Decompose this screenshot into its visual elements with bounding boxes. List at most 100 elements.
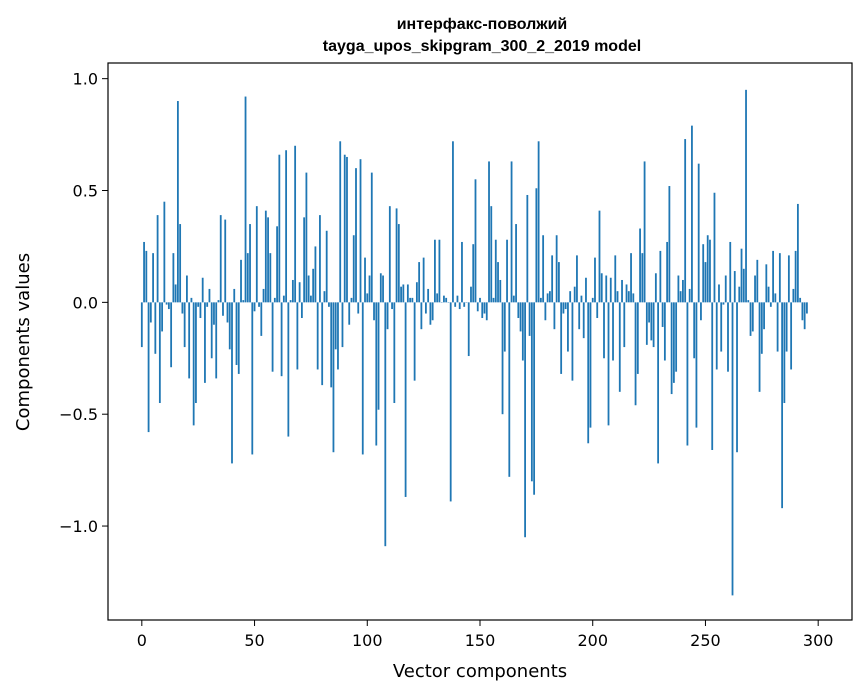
bar [188, 302, 191, 379]
bar [424, 302, 427, 314]
bar [720, 302, 723, 352]
bar [672, 302, 675, 383]
x-tick-label: 150 [465, 631, 496, 650]
bar [253, 302, 256, 312]
bar [386, 302, 389, 330]
bar [406, 284, 409, 303]
bar [718, 284, 720, 303]
bar [332, 302, 335, 453]
y-tick-label: −1.0 [59, 517, 98, 536]
plot-frame [107, 62, 853, 621]
bar [255, 206, 258, 303]
bar [682, 279, 684, 303]
bar [763, 302, 765, 330]
bar [258, 302, 260, 307]
bar [291, 279, 294, 303]
bar [461, 241, 463, 303]
bar [382, 275, 384, 303]
bar [625, 284, 628, 303]
bar [729, 241, 732, 303]
bar [172, 253, 175, 303]
x-tick-label: 50 [244, 631, 264, 650]
bar [576, 255, 578, 303]
bar [343, 154, 346, 303]
bar [598, 210, 601, 303]
bar [700, 302, 702, 321]
bar [652, 302, 655, 348]
chart-title-line-1: интерфакс-поволжий [397, 16, 568, 33]
bar [350, 297, 353, 303]
y-axis-label: Components values [13, 253, 34, 431]
bar [282, 295, 285, 303]
bar [370, 172, 373, 303]
bar [237, 302, 240, 374]
bar [167, 302, 170, 310]
bar [787, 255, 790, 303]
bar [760, 302, 763, 354]
bar [799, 297, 802, 303]
bar [483, 302, 486, 314]
bar [415, 282, 418, 303]
bar [154, 302, 157, 354]
bar [499, 279, 502, 303]
bar [767, 286, 770, 303]
bar [654, 273, 657, 303]
bar [582, 302, 585, 339]
bar [140, 302, 143, 348]
bar [454, 302, 457, 307]
bar [183, 302, 186, 348]
bar [181, 302, 184, 314]
bar [176, 101, 179, 303]
bar [278, 154, 281, 303]
bar [352, 235, 355, 303]
bar [147, 302, 150, 433]
bar [294, 145, 297, 303]
bar [663, 302, 666, 361]
bar [368, 275, 371, 303]
bar [542, 235, 545, 303]
bar [548, 291, 551, 303]
bar [298, 282, 301, 303]
bar [600, 273, 603, 303]
bar [303, 217, 306, 303]
bar [397, 224, 400, 303]
bar [492, 297, 495, 303]
bar [145, 250, 148, 303]
bar [472, 244, 475, 303]
bar [271, 302, 274, 372]
bar [594, 257, 596, 303]
bar [679, 291, 682, 303]
bar [733, 271, 736, 303]
bar [361, 302, 364, 455]
bar [418, 262, 421, 303]
bar [781, 302, 784, 509]
bar [510, 161, 513, 303]
bar [558, 262, 560, 303]
bar [551, 255, 554, 303]
bar [555, 235, 558, 303]
bar [530, 302, 533, 482]
bar [666, 241, 669, 303]
bar [713, 192, 716, 303]
bar [488, 161, 490, 303]
bar [233, 288, 236, 303]
bar [341, 302, 344, 348]
bar [562, 302, 565, 314]
y-axis-ticks: −1.0 −0.5 0.0 0.5 1.0 [59, 70, 108, 536]
bar [533, 302, 536, 495]
bar [621, 279, 623, 303]
bar [623, 302, 626, 348]
bar [192, 302, 195, 426]
bar [330, 302, 333, 388]
bar [287, 302, 290, 437]
bar [431, 302, 434, 321]
bar [384, 302, 387, 547]
y-tick-label: −0.5 [59, 405, 98, 424]
bar [778, 253, 781, 303]
bar [571, 302, 574, 381]
bar [375, 302, 378, 446]
bar [199, 302, 202, 319]
bar [204, 302, 206, 383]
bar [158, 302, 161, 404]
bar [359, 159, 362, 303]
